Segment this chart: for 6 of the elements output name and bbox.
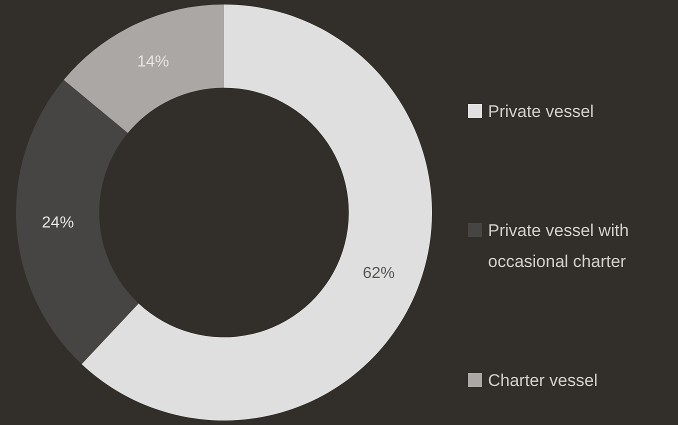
data-label: 62% [362, 265, 395, 282]
legend-label: Private vessel with occasional charter [488, 220, 630, 273]
legend-label: Charter vessel [488, 370, 598, 392]
data-label: 24% [42, 214, 74, 232]
data-label: 14% [137, 53, 170, 70]
legend-label: Private vessel [488, 101, 594, 123]
